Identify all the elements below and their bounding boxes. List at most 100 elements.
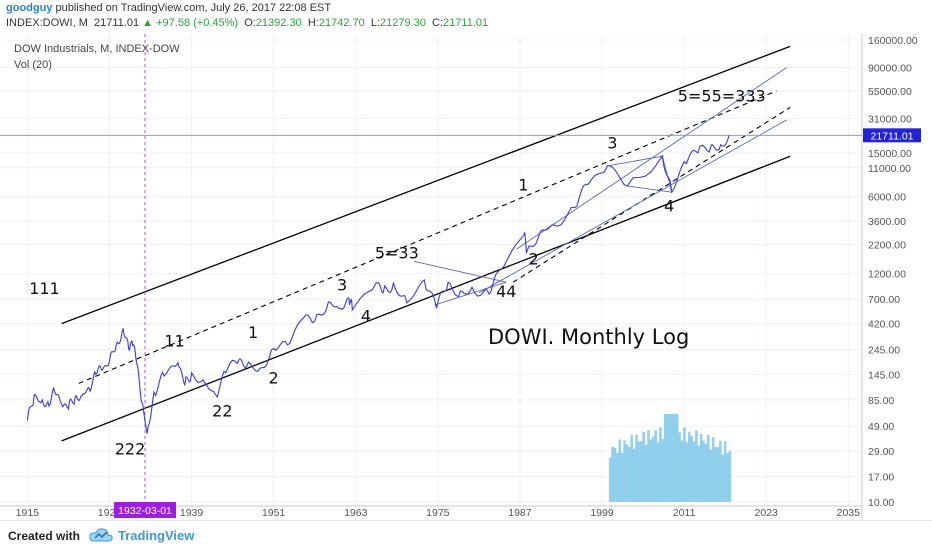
volume-bar [654,430,657,502]
wave-label: 3 [607,133,617,152]
volume-bar [668,414,672,502]
volume-bar [618,439,622,502]
last-price-badge: 21711.01 [863,128,921,143]
volume-bar [630,435,634,502]
volume-bar [661,439,665,502]
volume-bar [640,441,643,502]
volume-bar [620,453,624,502]
wave-label: 111 [29,279,60,298]
trend-channels [61,45,791,442]
y-tick-label: 160000.00 [868,35,918,47]
x-tick-label: 2023 [755,507,779,519]
wave-label: 4 [664,197,674,216]
wave-connector [434,281,507,306]
inner-median-line [512,106,791,283]
last-price-badge-label: 21711.01 [870,130,913,142]
volume-bar [673,414,677,502]
volume-bar [728,450,732,502]
high-value: 21742.70 [318,17,365,29]
wave-label: 2 [529,249,539,268]
last-price: 21711.01 [94,17,140,29]
wave-connector [608,155,664,167]
volume-bar [666,414,669,502]
created-with-label: Created with [8,529,81,543]
open-label: O: [244,17,256,29]
volume-bar [726,453,729,502]
y-tick-label: 2200.00 [868,240,906,252]
volume-bars [608,414,732,502]
price-line [26,135,730,434]
high-label: H: [307,17,319,29]
wave-label: 22 [212,401,232,420]
volume-bar [699,433,703,502]
time-axis[interactable]: 1915 1927 1939 1951 1963 1975 1987 1999 2011 2023… [16,507,860,519]
volume-bar [616,453,619,502]
volume-bar [704,443,708,502]
x-tick-label: 2035 [837,507,861,519]
y-tick-label: 15000.00 [868,148,912,160]
wave-label: 11 [164,332,184,351]
volume-bar [628,446,631,502]
tradingview-brand-link[interactable]: TradingView [118,528,195,543]
chart-background [0,34,932,520]
volume-bar [644,444,648,502]
wave-label: 1 [518,176,528,195]
volume-bar [697,445,701,502]
volume-bar [707,434,710,502]
price-axis[interactable]: 160000.00 90000.00 55000.00 31000.00 15000.0… [868,35,918,509]
volume-bar [675,414,679,502]
wave-connector [413,260,507,283]
chart-title: DOWI. Monthly Log [488,325,689,349]
volume-bar [692,441,696,502]
volume-bar [711,437,715,502]
open-value: 21392.30 [255,17,302,29]
volume-bar [723,441,727,502]
y-tick-label: 1200.00 [868,269,906,281]
legend-volume: Vol (20) [14,59,52,71]
symbol-label: INDEX:DOWI, M [6,17,88,29]
wave-label: 5=33 [375,243,419,262]
wave-label: 2 [269,368,279,387]
volume-bar [611,446,614,502]
volume-bar [695,430,698,502]
x-tick-label: 1951 [262,507,286,519]
volume-bar [656,442,660,502]
volume-bar [637,441,641,502]
inner-lower-line [478,119,787,294]
x-tick-label: 1963 [344,507,368,519]
x-tick-label: 1987 [508,507,532,519]
y-tick-label: 700.00 [868,294,900,306]
publisher-username[interactable]: goodguy [6,2,53,14]
y-tick-label: 29.00 [868,446,894,458]
y-tick-label: 6000.00 [868,192,906,204]
volume-bar [714,446,717,502]
x-tick-label: 2011 [673,507,696,519]
volume-bar [663,414,667,502]
tradingview-cloud-icon [89,528,113,542]
volume-bar [678,432,681,502]
crosshair-date-badge: 1932-03-01 [114,502,177,518]
legend-title: DOW Industrials, M, INDEX-DOW [14,43,180,55]
volume-bar [687,432,691,502]
x-tick-label: 1999 [590,507,614,519]
y-tick-label: 49.00 [868,421,894,433]
volume-bar [642,432,645,502]
low-value: 21279.30 [380,17,426,29]
y-tick-label: 90000.00 [868,62,912,74]
upper-channel-line [61,45,791,325]
volume-bar [690,435,693,502]
close-label: C: [432,17,444,29]
low-label: L: [370,17,381,29]
y-tick-label: 420.00 [868,319,900,331]
wave-label: 5=55=333 [678,87,766,106]
volume-bar [623,440,626,502]
close-value: 21711.01 [443,17,489,29]
volume-bar [613,447,617,502]
wave-label: 3 [337,276,347,295]
volume-bar [651,436,655,502]
volume-bar [671,414,674,502]
y-tick-label: 10.00 [868,497,894,509]
volume-bar [608,457,612,502]
